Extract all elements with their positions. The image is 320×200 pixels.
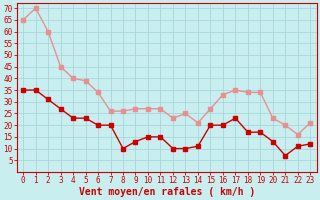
X-axis label: Vent moyen/en rafales ( km/h ): Vent moyen/en rafales ( km/h )	[79, 187, 255, 197]
